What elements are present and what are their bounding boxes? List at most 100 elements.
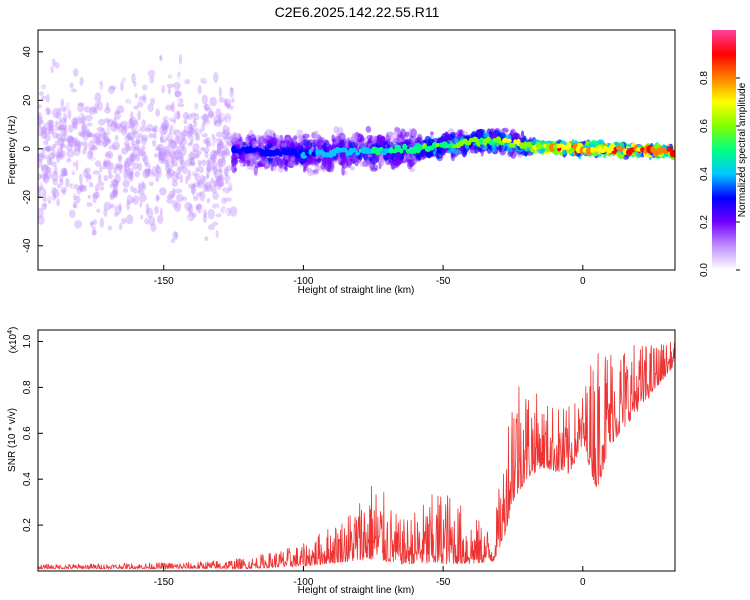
spectrogram-blob xyxy=(68,168,76,174)
spectrogram-blob xyxy=(218,112,225,123)
spectrogram-blob xyxy=(156,244,164,253)
spectrogram-blob xyxy=(102,136,110,147)
spectrogram-blob xyxy=(224,130,230,137)
spectrogram-blob xyxy=(185,176,189,185)
spectrogram-blob xyxy=(174,102,179,110)
colorbar-label: Normalized spectral amplitude xyxy=(737,82,748,217)
spectrogram-blob xyxy=(156,143,165,152)
spectrogram-blob xyxy=(133,81,137,88)
spectrogram-blob xyxy=(185,84,190,91)
spectrogram-blob xyxy=(56,153,64,159)
spectrogram-blob xyxy=(194,154,200,159)
spectrogram-blob xyxy=(205,107,213,112)
spectrogram-blob xyxy=(222,128,226,136)
snr-x-axis-label: Height of straight line (km) xyxy=(298,585,415,596)
spectrogram-blob xyxy=(335,133,340,144)
spectrogram-blob xyxy=(189,161,196,167)
spectrogram-blob xyxy=(125,99,132,104)
snr-y-tick-label: 0.8 xyxy=(22,380,33,394)
spectrogram-blob xyxy=(92,134,99,144)
spectrogram-blob xyxy=(299,134,303,146)
spectrogram-blob xyxy=(141,84,148,91)
spectrogram-blob xyxy=(43,174,50,184)
spectrogram-blob xyxy=(69,82,74,89)
spectrogram-blob xyxy=(104,189,111,200)
spectrogram-blob xyxy=(501,127,509,133)
spectrogram-blob xyxy=(399,128,407,140)
spectrogram-blob xyxy=(63,127,68,138)
spectrogram-blob xyxy=(48,152,56,160)
spectrogram-blob xyxy=(88,132,94,138)
spectrogram-blob xyxy=(38,187,41,193)
spectrogram-blob xyxy=(377,134,382,145)
spectrogram-blob xyxy=(264,156,269,168)
spectrogram-blob xyxy=(102,84,109,95)
spectrogram-blob xyxy=(55,151,62,159)
spectrogram-blob xyxy=(38,185,44,192)
spectrogram-blob xyxy=(39,173,48,179)
spectrogram-blob xyxy=(157,57,161,62)
spectrogram-blob xyxy=(139,193,147,203)
spectrogram-blob xyxy=(158,152,166,161)
spectrogram-frame xyxy=(37,29,676,271)
spectrogram-blob xyxy=(50,169,56,179)
spectrogram-blob xyxy=(125,117,129,123)
spectrogram-blob xyxy=(38,126,43,134)
spectrogram-blob xyxy=(405,154,410,162)
spectrogram-blob xyxy=(204,236,209,242)
spectrogram-blob xyxy=(91,145,98,151)
spectrogram-blob xyxy=(72,180,76,189)
spectrogram-blob xyxy=(146,207,154,219)
spectrogram-blob xyxy=(424,135,431,145)
spectrogram-blob xyxy=(43,146,50,152)
spectrogram-blob xyxy=(167,167,172,175)
spectrogram-blob xyxy=(95,223,104,234)
spectrogram-blob xyxy=(73,137,78,143)
spectrogram-blob xyxy=(67,90,74,95)
spectrogram-blob xyxy=(224,144,228,156)
spectrogram-blob xyxy=(194,127,199,136)
spectrogram-ridge-blob xyxy=(513,139,518,145)
spectrogram-blob xyxy=(243,161,246,167)
spectrogram-blob xyxy=(203,208,207,218)
spectrogram-blob xyxy=(195,166,200,173)
spectrogram-blob xyxy=(202,119,211,126)
spectrogram-blob xyxy=(101,155,110,162)
spectrogram-blob xyxy=(179,141,183,148)
spectrogram-blob xyxy=(187,126,194,137)
spectrogram-blob xyxy=(279,140,284,150)
snr-x-tick-label: -50 xyxy=(436,577,451,588)
spectrogram-blob xyxy=(136,101,144,108)
spectrogram-blob xyxy=(63,71,68,79)
spectrogram-blob xyxy=(177,135,184,146)
spectrogram-blob xyxy=(215,205,219,215)
spectrogram-blob xyxy=(56,153,61,163)
spectrogram-blob xyxy=(171,206,176,212)
spectrogram-blob xyxy=(216,138,224,147)
spectrogram-blob xyxy=(49,156,53,165)
spectrogram-blob xyxy=(114,204,122,215)
spectrogram-blob xyxy=(226,126,231,136)
spectrogram-blob xyxy=(106,137,114,144)
colorbar-tick-label: 0.8 xyxy=(699,71,710,85)
spectrogram-blob xyxy=(247,135,252,141)
spectrogram-blob xyxy=(302,166,306,173)
spectrogram-blob xyxy=(60,186,67,193)
spectrogram-blob xyxy=(226,165,233,172)
spectrogram-blob xyxy=(169,117,176,122)
spectrogram-blob xyxy=(226,109,234,117)
spectrogram-blob xyxy=(227,105,234,110)
spectrogram-blob xyxy=(104,107,111,114)
spectrogram-blob xyxy=(203,212,207,224)
spectrogram-blob xyxy=(189,92,195,99)
spectrogram-blob xyxy=(77,131,85,138)
spectrogram-blob xyxy=(175,97,180,104)
spectrogram-blob xyxy=(117,124,124,133)
spectrogram-blob xyxy=(129,124,135,130)
spectrogram-blob xyxy=(73,116,78,123)
spectrogram-blob xyxy=(160,134,164,144)
spectrogram-blob xyxy=(111,190,119,197)
spectrogram-blob xyxy=(40,126,47,132)
spectrogram-blob xyxy=(40,164,49,171)
spectrogram-blob xyxy=(98,167,107,172)
